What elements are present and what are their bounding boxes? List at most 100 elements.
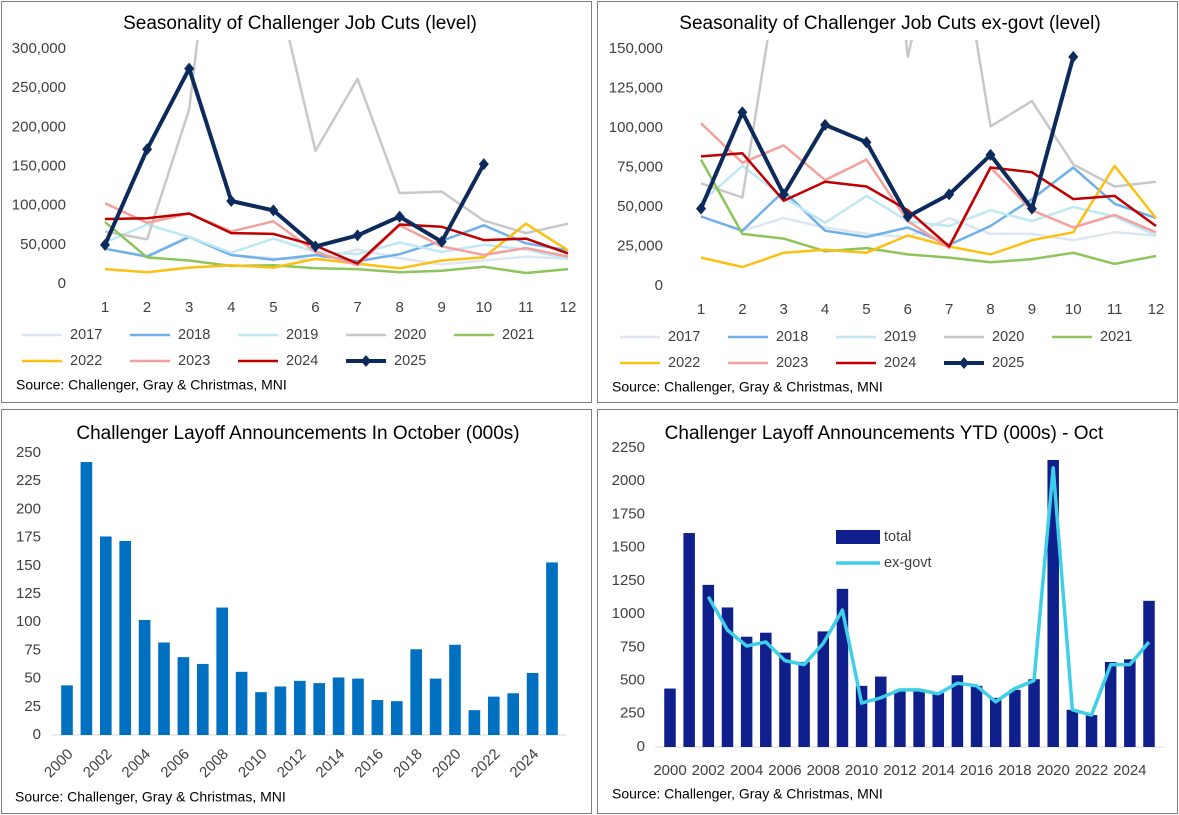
x-tick-label: 11 xyxy=(1107,301,1123,318)
bar xyxy=(177,657,190,735)
marker xyxy=(861,136,872,149)
marker xyxy=(985,148,996,161)
bar xyxy=(119,540,132,735)
y-tick-label: 1750 xyxy=(612,505,645,522)
bar xyxy=(371,700,384,735)
legend-label: 2021 xyxy=(502,327,534,343)
series-line xyxy=(104,40,569,241)
y-tick-label: 1000 xyxy=(612,605,645,622)
bar xyxy=(138,619,151,735)
series-line xyxy=(699,56,1076,219)
x-tick-label: 6 xyxy=(311,299,319,316)
y-tick-label: 225 xyxy=(16,472,41,489)
series-line xyxy=(699,158,1157,266)
y-tick-label: 250 xyxy=(16,444,41,461)
panel xyxy=(1,409,592,814)
bar xyxy=(894,689,906,747)
x-tick-label: 2012 xyxy=(883,762,916,779)
series-line xyxy=(104,222,569,274)
marker xyxy=(696,202,706,215)
bar xyxy=(158,642,170,735)
x-tick-label: 9 xyxy=(1028,301,1036,318)
bar xyxy=(274,686,287,735)
y-tick-label: 2250 xyxy=(612,439,645,456)
series-line xyxy=(104,221,569,275)
bar xyxy=(1028,679,1040,747)
y-tick-label: 500 xyxy=(620,672,645,689)
bar xyxy=(80,462,93,735)
chart-title: Seasonality of Challenger Job Cuts ex-go… xyxy=(679,13,1100,34)
bar xyxy=(546,562,558,735)
x-tick-label: 1 xyxy=(101,299,109,316)
bar xyxy=(1104,661,1117,747)
marker xyxy=(100,238,110,251)
bar xyxy=(970,685,983,747)
marker xyxy=(394,210,405,223)
y-tick-label: 0 xyxy=(33,726,41,743)
x-tick-label: 2002 xyxy=(692,762,725,779)
source: Source: Challenger, Gray & Christmas, MN… xyxy=(16,377,287,393)
marker xyxy=(1026,202,1037,215)
marker xyxy=(478,158,489,171)
y-tick-label: 50,000 xyxy=(617,198,663,215)
bar xyxy=(1047,459,1059,747)
series-line xyxy=(103,66,486,249)
marker xyxy=(737,106,748,119)
legend-label: 2018 xyxy=(178,327,210,343)
y-tick-label: 150,000 xyxy=(609,40,663,57)
x-tick-label: 2020 xyxy=(1037,762,1070,779)
y-tick-label: 50,000 xyxy=(20,236,66,253)
x-tick-label: 3 xyxy=(185,299,193,316)
x-tick-label: 2024 xyxy=(1113,762,1146,779)
y-tick-label: 25,000 xyxy=(617,237,663,254)
marker xyxy=(226,194,237,207)
y-tick-label: 150,000 xyxy=(12,157,66,174)
y-tick-label: 0 xyxy=(655,277,663,294)
y-tick-label: 1250 xyxy=(612,572,645,589)
x-tick-label: 5 xyxy=(269,299,277,316)
plot-area xyxy=(696,40,1157,269)
x-tick-label: 12 xyxy=(560,299,577,316)
legend-label: 2020 xyxy=(394,327,426,343)
bar xyxy=(99,536,112,735)
plot-area xyxy=(100,40,569,275)
bar xyxy=(61,685,73,735)
legend-label: ex-govt xyxy=(884,555,932,571)
series-line xyxy=(700,152,1157,248)
y-tick-label: 750 xyxy=(620,638,645,655)
x-tick-label: 2 xyxy=(143,299,151,316)
legend-label: 2024 xyxy=(286,353,318,369)
bar xyxy=(293,680,306,735)
bar xyxy=(507,693,520,735)
marker xyxy=(184,62,195,75)
y-tick-label: 75 xyxy=(24,641,41,658)
y-tick-label: 200,000 xyxy=(12,118,66,135)
marker xyxy=(944,188,955,201)
y-tick-label: 100,000 xyxy=(609,119,663,136)
bar xyxy=(468,710,481,735)
bar xyxy=(1124,659,1136,747)
bar xyxy=(836,588,849,747)
legend-label: 2019 xyxy=(286,327,318,343)
bar xyxy=(817,631,830,747)
y-tick-label: 2000 xyxy=(612,472,645,489)
x-tick-label: 8 xyxy=(986,301,994,318)
x-tick-label: 1 xyxy=(697,301,705,318)
bar xyxy=(721,607,734,747)
chart-title: Challenger Layoff Announcements YTD (000… xyxy=(665,423,1104,444)
x-tick-label: 4 xyxy=(227,299,235,316)
legend-swatch xyxy=(836,530,880,544)
series-line xyxy=(104,223,569,261)
marker xyxy=(436,235,447,248)
y-tick-label: 300,000 xyxy=(12,40,66,57)
bar xyxy=(740,636,753,747)
legend-label: 2023 xyxy=(178,353,210,369)
legend-label: total xyxy=(884,529,911,545)
bar xyxy=(855,685,868,747)
bar xyxy=(913,689,925,747)
marker xyxy=(778,188,789,201)
y-tick-label: 75,000 xyxy=(617,158,663,175)
y-tick-label: 100 xyxy=(16,613,41,630)
bar xyxy=(429,678,442,735)
marker xyxy=(310,240,321,253)
